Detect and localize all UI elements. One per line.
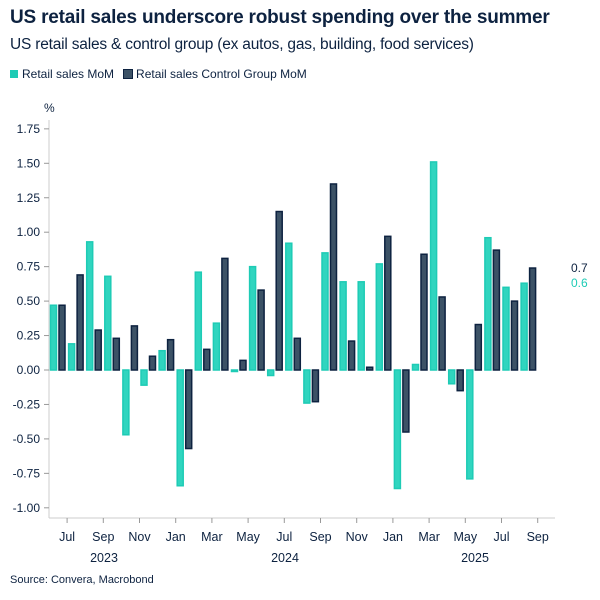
bar-control bbox=[203, 348, 211, 371]
bar-control bbox=[402, 369, 410, 433]
bar-retail bbox=[140, 369, 148, 386]
bar-control bbox=[420, 253, 428, 371]
bar-control bbox=[94, 329, 102, 371]
bar-control bbox=[474, 323, 483, 371]
bar-retail bbox=[158, 349, 166, 371]
x-tick-label: Jul bbox=[276, 530, 292, 544]
bar-control bbox=[130, 325, 139, 371]
bar-retail bbox=[67, 343, 76, 371]
y-tick-label: -0.50 bbox=[13, 432, 41, 446]
bar-retail bbox=[502, 286, 510, 371]
chart-title: US retail sales underscore robust spendi… bbox=[10, 7, 550, 28]
y-tick-label: -1.00 bbox=[13, 501, 41, 515]
bar-retail bbox=[357, 281, 365, 371]
chart-subtitle: US retail sales & control group (ex auto… bbox=[10, 36, 474, 53]
bar-retail bbox=[248, 265, 257, 371]
bar-retail bbox=[212, 322, 221, 371]
x-tick-label: Sep bbox=[92, 530, 114, 544]
bar-control bbox=[456, 369, 464, 392]
bar-control bbox=[311, 369, 320, 403]
bar-retail bbox=[194, 271, 203, 371]
bar-control bbox=[365, 366, 374, 371]
year-label: 2025 bbox=[461, 551, 489, 565]
bar-control bbox=[293, 337, 302, 371]
legend: Retail sales MoM Retail sales Control Gr… bbox=[10, 66, 600, 82]
bar-control bbox=[58, 304, 66, 371]
bar-retail bbox=[411, 363, 420, 371]
bar-retail bbox=[122, 369, 130, 436]
chart-header: US retail sales underscore robust spendi… bbox=[10, 6, 600, 82]
y-tick-label: 0.75 bbox=[17, 260, 41, 274]
bar-retail bbox=[520, 282, 528, 371]
x-tick-label: Jul bbox=[59, 530, 75, 544]
y-tick-label: 1.50 bbox=[17, 156, 41, 170]
legend-item-control: Retail sales Control Group MoM bbox=[123, 66, 307, 82]
x-tick-label: Jul bbox=[494, 530, 510, 544]
x-tick-label: Nov bbox=[128, 530, 151, 544]
bar-control bbox=[221, 257, 229, 371]
bar-control bbox=[166, 338, 175, 371]
bar-retail bbox=[429, 161, 438, 371]
bar-control bbox=[184, 369, 193, 450]
bar-retail bbox=[104, 275, 112, 371]
y-tick-label: -0.75 bbox=[13, 466, 41, 480]
x-tick-label: Mar bbox=[418, 530, 440, 544]
year-label: 2024 bbox=[271, 551, 299, 565]
y-tick-label: 1.00 bbox=[17, 225, 41, 239]
bar-retail bbox=[393, 369, 402, 490]
x-tick-label: Nov bbox=[346, 530, 369, 544]
bar-control bbox=[112, 337, 121, 371]
x-tick-label: Mar bbox=[201, 530, 223, 544]
bar-retail bbox=[176, 369, 184, 487]
y-tick-label: 0.50 bbox=[17, 294, 41, 308]
end-value-label: 0.6 bbox=[571, 276, 588, 290]
legend-label: Retail sales Control Group MoM bbox=[136, 67, 307, 81]
bar-retail bbox=[447, 369, 456, 385]
bar-retail bbox=[375, 263, 384, 371]
end-value-label: 0.7 bbox=[571, 261, 588, 275]
bar-retail bbox=[266, 369, 275, 377]
bar-retail bbox=[484, 236, 492, 371]
y-tick-label: -0.25 bbox=[13, 397, 41, 411]
bar-control bbox=[329, 183, 338, 371]
bar-control bbox=[257, 289, 265, 371]
y-tick-label: 1.25 bbox=[17, 191, 41, 205]
source-note: Source: Convera, Macrobond bbox=[10, 574, 154, 586]
y-axis-unit: % bbox=[44, 101, 55, 115]
x-tick-label: Sep bbox=[309, 530, 331, 544]
bar-retail bbox=[339, 281, 347, 371]
bar-control bbox=[239, 359, 247, 371]
bar-control bbox=[510, 300, 519, 371]
bar-control bbox=[275, 210, 283, 371]
bar-retail bbox=[285, 242, 293, 371]
y-tick-label: 0.00 bbox=[17, 363, 41, 377]
bar-retail bbox=[321, 252, 329, 371]
x-tick-label: Jan bbox=[166, 530, 186, 544]
bar-control bbox=[492, 249, 501, 371]
x-tick-label: Sep bbox=[527, 530, 549, 544]
bar-control bbox=[438, 296, 446, 371]
bar-retail bbox=[49, 304, 58, 371]
legend-item-retail: Retail sales MoM bbox=[10, 66, 114, 82]
x-tick-label: May bbox=[236, 530, 260, 544]
legend-swatch bbox=[10, 70, 18, 78]
legend-label: Retail sales MoM bbox=[22, 67, 115, 81]
y-tick-label: 0.25 bbox=[17, 329, 41, 343]
year-label: 2023 bbox=[90, 551, 118, 565]
bar-control bbox=[148, 355, 157, 371]
bar-control bbox=[528, 267, 537, 371]
bar-retail bbox=[85, 241, 94, 371]
y-tick-label: 1.75 bbox=[17, 122, 41, 136]
bar-retail bbox=[303, 369, 311, 404]
bar-retail bbox=[466, 369, 474, 480]
bar-control bbox=[347, 340, 356, 371]
bar-control bbox=[76, 274, 84, 371]
legend-swatch bbox=[123, 69, 134, 79]
x-tick-label: Jan bbox=[383, 530, 403, 544]
bar-control bbox=[384, 235, 392, 371]
bar-retail bbox=[230, 369, 239, 373]
x-tick-label: May bbox=[453, 530, 477, 544]
